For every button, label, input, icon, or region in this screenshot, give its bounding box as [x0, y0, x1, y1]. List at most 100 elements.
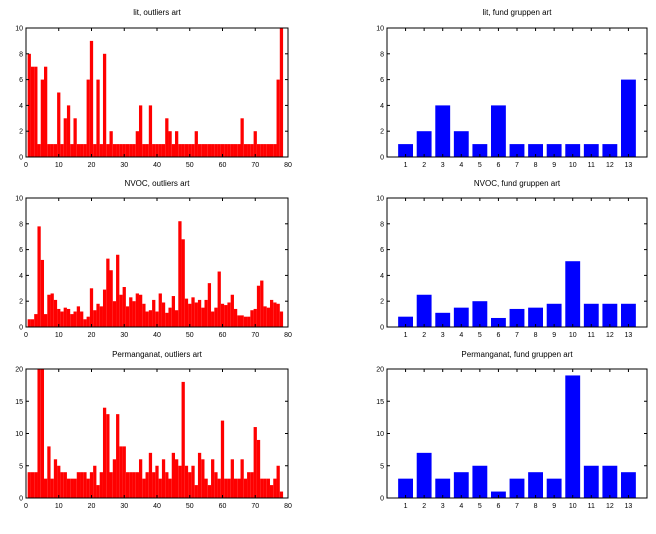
bar	[161, 144, 166, 157]
x-tick-label: 13	[625, 332, 633, 339]
y-tick-label: 10	[15, 196, 23, 203]
x-tick-label: 70	[251, 162, 259, 169]
bar	[145, 144, 149, 157]
bar	[435, 478, 451, 498]
bar	[233, 144, 238, 157]
y-tick-label: 8	[19, 221, 23, 228]
bar	[204, 478, 208, 498]
y-tick-label: 4	[19, 103, 23, 110]
bar	[37, 226, 41, 327]
y-tick-label: 10	[376, 26, 384, 33]
x-tick-label: 1	[404, 162, 408, 169]
bar	[106, 144, 110, 157]
bar	[86, 478, 90, 498]
y-tick-label: 5	[380, 463, 384, 470]
bar	[93, 144, 97, 157]
x-tick-label: 5	[478, 503, 482, 510]
bar	[89, 288, 94, 327]
y-tick-label: 0	[19, 155, 23, 162]
bar	[125, 306, 130, 327]
bar	[269, 485, 274, 498]
y-tick-label: 0	[19, 325, 23, 332]
bar	[80, 144, 84, 157]
x-tick-label: 2	[422, 162, 426, 169]
bar	[155, 311, 159, 327]
bar	[116, 414, 120, 498]
bar	[142, 478, 146, 498]
y-tick-label: 0	[380, 496, 384, 503]
bar	[135, 131, 139, 157]
bar	[546, 478, 562, 498]
bar	[188, 472, 192, 498]
bar	[168, 478, 172, 498]
x-tick-label: 10	[55, 503, 63, 510]
bar	[152, 472, 156, 498]
panel-lit-fund-gruppen: lit, fund gruppen art 1 2 3 4 5 6 7 8 9 10 11 12 130…	[376, 8, 648, 169]
bar	[125, 144, 130, 157]
bar	[211, 144, 215, 157]
bar	[416, 452, 432, 498]
bar	[230, 294, 234, 327]
bar	[233, 308, 238, 327]
bar	[227, 302, 231, 327]
bar	[243, 316, 248, 327]
bar	[191, 465, 195, 498]
x-tick-label: 0	[24, 503, 28, 510]
bar	[211, 459, 215, 498]
x-tick-label: 80	[284, 332, 292, 339]
x-tick-label: 11	[588, 162, 595, 169]
bar	[116, 144, 120, 157]
bar	[155, 465, 159, 498]
bar	[70, 314, 74, 327]
bar	[129, 297, 133, 327]
bar	[60, 144, 64, 157]
chart-title: NVOC, fund gruppen art	[474, 179, 561, 188]
y-tick-label: 2	[19, 299, 23, 306]
bar	[132, 301, 136, 327]
bar	[99, 472, 103, 498]
bar	[158, 478, 162, 498]
bar	[83, 472, 87, 498]
bar	[230, 144, 234, 157]
bar	[621, 79, 636, 157]
chart-title: lit, outliers art	[133, 8, 181, 17]
bar	[240, 315, 244, 327]
bar	[40, 259, 45, 327]
bar	[57, 308, 61, 327]
bar	[220, 303, 225, 327]
x-tick-label: 8	[534, 332, 538, 339]
bar	[161, 459, 166, 498]
bar	[398, 316, 413, 327]
bar	[220, 420, 225, 498]
x-tick-label: 80	[284, 503, 292, 510]
y-tick-label: 20	[15, 367, 23, 374]
bar	[96, 485, 100, 498]
bar	[181, 239, 185, 327]
x-tick-label: 0	[24, 162, 28, 169]
bar	[224, 144, 228, 157]
y-tick-label: 15	[376, 399, 384, 406]
y-tick-label: 4	[19, 273, 23, 280]
x-tick-label: 7	[515, 162, 519, 169]
x-tick-label: 30	[120, 332, 128, 339]
x-tick-label: 7	[515, 503, 519, 510]
bar	[161, 302, 166, 327]
panel-nvoc-outliers: NVOC, outliers art 0 10 20 30 40 50 60 70 80 0 2 4 6…	[15, 179, 292, 339]
y-tick-label: 2	[380, 299, 384, 306]
bar	[106, 258, 110, 327]
x-tick-label: 70	[251, 332, 259, 339]
y-tick-label: 10	[15, 431, 23, 438]
x-tick-label: 5	[478, 332, 482, 339]
bar	[138, 105, 143, 157]
bar	[44, 314, 48, 327]
bar	[204, 144, 208, 157]
bar	[472, 144, 488, 157]
bar	[76, 472, 81, 498]
axes-frame	[386, 27, 648, 158]
axes-frame	[386, 197, 648, 328]
bar	[152, 299, 156, 327]
x-tick-label: 13	[625, 503, 633, 510]
bar	[34, 314, 38, 327]
bar	[66, 105, 71, 157]
x-tick-label: 13	[625, 162, 633, 169]
